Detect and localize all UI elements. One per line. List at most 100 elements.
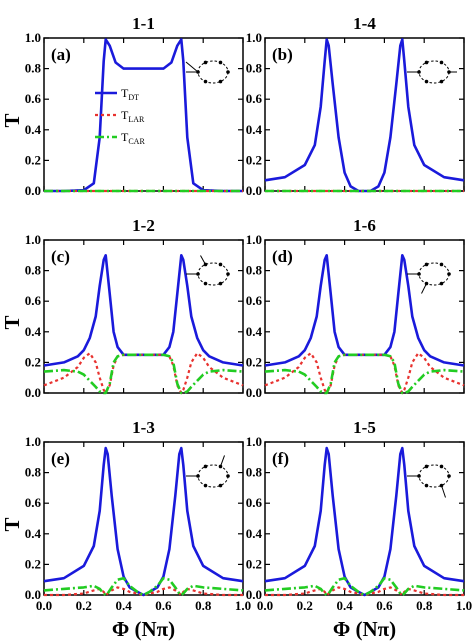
y-tick-label: 1.0 <box>25 434 41 449</box>
ring-site-dot <box>203 464 208 469</box>
series-t-dt-line <box>264 446 465 597</box>
panel-label: (a) <box>51 45 71 64</box>
x-tick-label: 0.0 <box>36 598 52 613</box>
panel-2: 0.0 0.2 0.4 0.6 0.8 1.0 1-4 (b) <box>246 14 465 198</box>
panel-title: 1-5 <box>353 418 376 437</box>
ring-site-dot <box>218 79 223 84</box>
ring-site-dot <box>439 79 444 84</box>
ring-site-dot <box>439 464 444 469</box>
x-tick-label: 1.0 <box>456 598 472 613</box>
panel-label: (c) <box>51 247 70 266</box>
panel-frame <box>264 37 465 192</box>
y-tick-label: 0.8 <box>25 465 42 480</box>
x-tick-label: 0.4 <box>336 598 353 613</box>
x-tick-label: 0.6 <box>155 598 172 613</box>
y-tick-label: 0.8 <box>246 263 263 278</box>
ring-site-dot <box>424 262 429 267</box>
series-t-dt-line <box>43 254 244 367</box>
y-tick-label: 0.4 <box>25 526 42 541</box>
y-tick-label: 0.0 <box>25 385 41 400</box>
x-tick-label: 0.2 <box>297 598 313 613</box>
y-tick-label: 0.0 <box>246 587 262 602</box>
y-tick-label: 0.8 <box>25 263 42 278</box>
x-tick-label: 1.0 <box>235 598 251 613</box>
ring-site-dot <box>218 262 223 267</box>
y-axis-label: T <box>0 315 24 329</box>
x-tick-label: 0.0 <box>257 598 273 613</box>
y-tick-label: 1.0 <box>246 434 262 449</box>
ring-site-dot <box>226 474 230 478</box>
y-tick-label: 0.2 <box>25 152 41 167</box>
ring-site-dot <box>218 281 223 286</box>
panel-label: (d) <box>272 247 293 266</box>
y-tick-label: 0.4 <box>246 122 263 137</box>
y-tick-label: 0.4 <box>25 122 42 137</box>
ring-site-dot <box>424 60 429 65</box>
legend-label: TCAR <box>121 130 145 146</box>
ring-site-dot <box>226 70 230 74</box>
y-tick-label: 0.6 <box>246 91 263 106</box>
series-t-dt-line <box>44 38 243 193</box>
ring-site-dot <box>203 79 208 84</box>
y-tick-label: 0.8 <box>25 61 42 76</box>
panel-title: 1-4 <box>353 14 376 33</box>
ring-site-dot <box>439 262 444 267</box>
legend-label: TDT <box>121 86 139 102</box>
y-tick-label: 0.2 <box>25 354 41 369</box>
series-t-dt-line <box>43 446 244 597</box>
ring-site-dot <box>218 464 223 469</box>
x-tick-label: 0.8 <box>416 598 433 613</box>
panel-frame <box>264 239 465 394</box>
ring-schematic-icon <box>186 455 230 488</box>
ring-outline <box>197 60 229 84</box>
y-tick-label: 0.0 <box>246 385 262 400</box>
panel-1: 0.0 0.2 0.4 0.6 0.8 1.0 1-1 (a) T <box>0 14 244 198</box>
legend-label: TLAR <box>121 108 145 124</box>
y-axis-label: T <box>0 517 24 531</box>
series-t-car-line <box>43 353 244 395</box>
y-tick-label: 0.6 <box>25 293 42 308</box>
ring-site-dot <box>424 79 429 84</box>
ring-site-dot <box>226 272 230 276</box>
y-tick-label: 1.0 <box>246 30 262 45</box>
x-tick-label: 0.8 <box>195 598 212 613</box>
ring-site-dot <box>424 483 429 488</box>
y-tick-label: 0.2 <box>246 354 262 369</box>
legend: TDT TLAR TCAR <box>95 86 145 146</box>
series-t-car-line <box>264 353 465 395</box>
panel-title: 1-6 <box>353 216 376 235</box>
ring-schematic-icon <box>407 464 451 498</box>
panel-title: 1-1 <box>132 14 155 33</box>
panel-5: 0.0 0.2 0.4 0.6 0.8 1.0 0.0 0.2 0.4 0.6 0.8 1.0 1-3 (… <box>0 418 251 641</box>
y-tick-label: 0.6 <box>25 91 42 106</box>
y-tick-label: 0.6 <box>25 495 42 510</box>
ring-outline <box>197 464 229 488</box>
y-tick-label: 0.6 <box>246 293 263 308</box>
y-tick-label: 1.0 <box>246 232 262 247</box>
y-tick-label: 0.0 <box>25 587 41 602</box>
ring-site-dot <box>218 483 223 488</box>
y-tick-label: 0.8 <box>246 465 263 480</box>
y-axis-label: T <box>0 113 24 127</box>
ring-schematic-icon <box>185 60 230 84</box>
ring-site-dot <box>439 60 444 65</box>
ring-site-dot <box>439 281 444 286</box>
ring-site-dot <box>447 272 451 276</box>
x-axis-label: Φ (Nπ) <box>333 617 396 641</box>
ring-site-dot <box>447 474 451 478</box>
ring-site-dot <box>203 483 208 488</box>
y-tick-label: 0.0 <box>246 183 262 198</box>
y-tick-label: 0.4 <box>246 324 263 339</box>
ring-site-dot <box>203 281 208 286</box>
panel-6: 0.0 0.2 0.4 0.6 0.8 1.0 0.0 0.2 0.4 0.6 0.8 1.0 1-5 (… <box>246 418 472 641</box>
ring-site-dot <box>218 60 223 65</box>
y-tick-label: 0.6 <box>246 495 263 510</box>
panel-label: (b) <box>272 45 293 64</box>
y-tick-label: 0.4 <box>246 526 263 541</box>
x-tick-label: 0.4 <box>115 598 132 613</box>
panel-frame <box>43 239 244 394</box>
ring-outline <box>418 262 450 286</box>
series-t-dt-line <box>264 254 465 367</box>
series-t-lar-line <box>264 352 465 395</box>
